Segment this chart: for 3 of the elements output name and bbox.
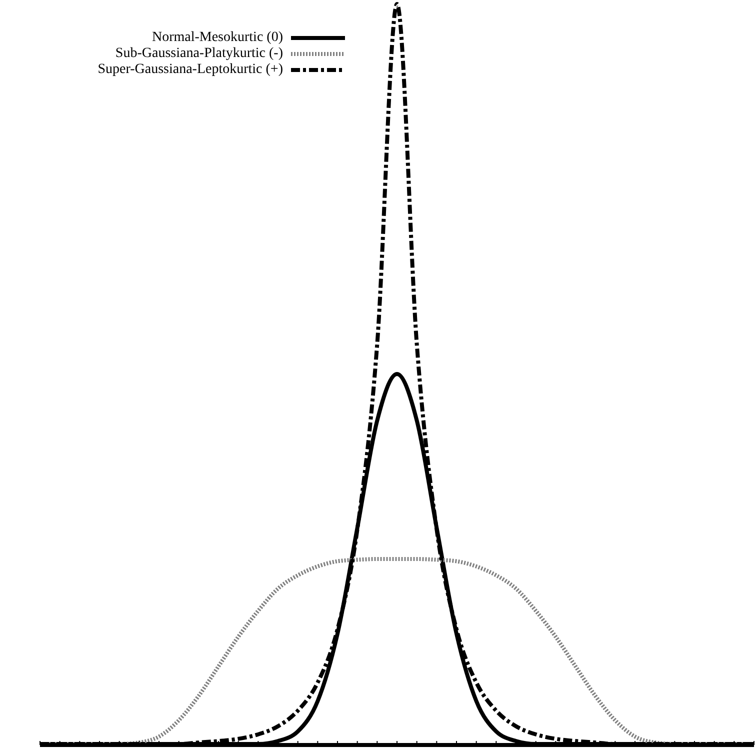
legend-label: Normal-Mesokurtic (0) [152, 30, 284, 46]
legend-label: Super-Gaussiana-Leptokurtic (+) [98, 62, 284, 78]
legend-label: Sub-Gaussiana-Platykurtic (-) [115, 46, 284, 62]
